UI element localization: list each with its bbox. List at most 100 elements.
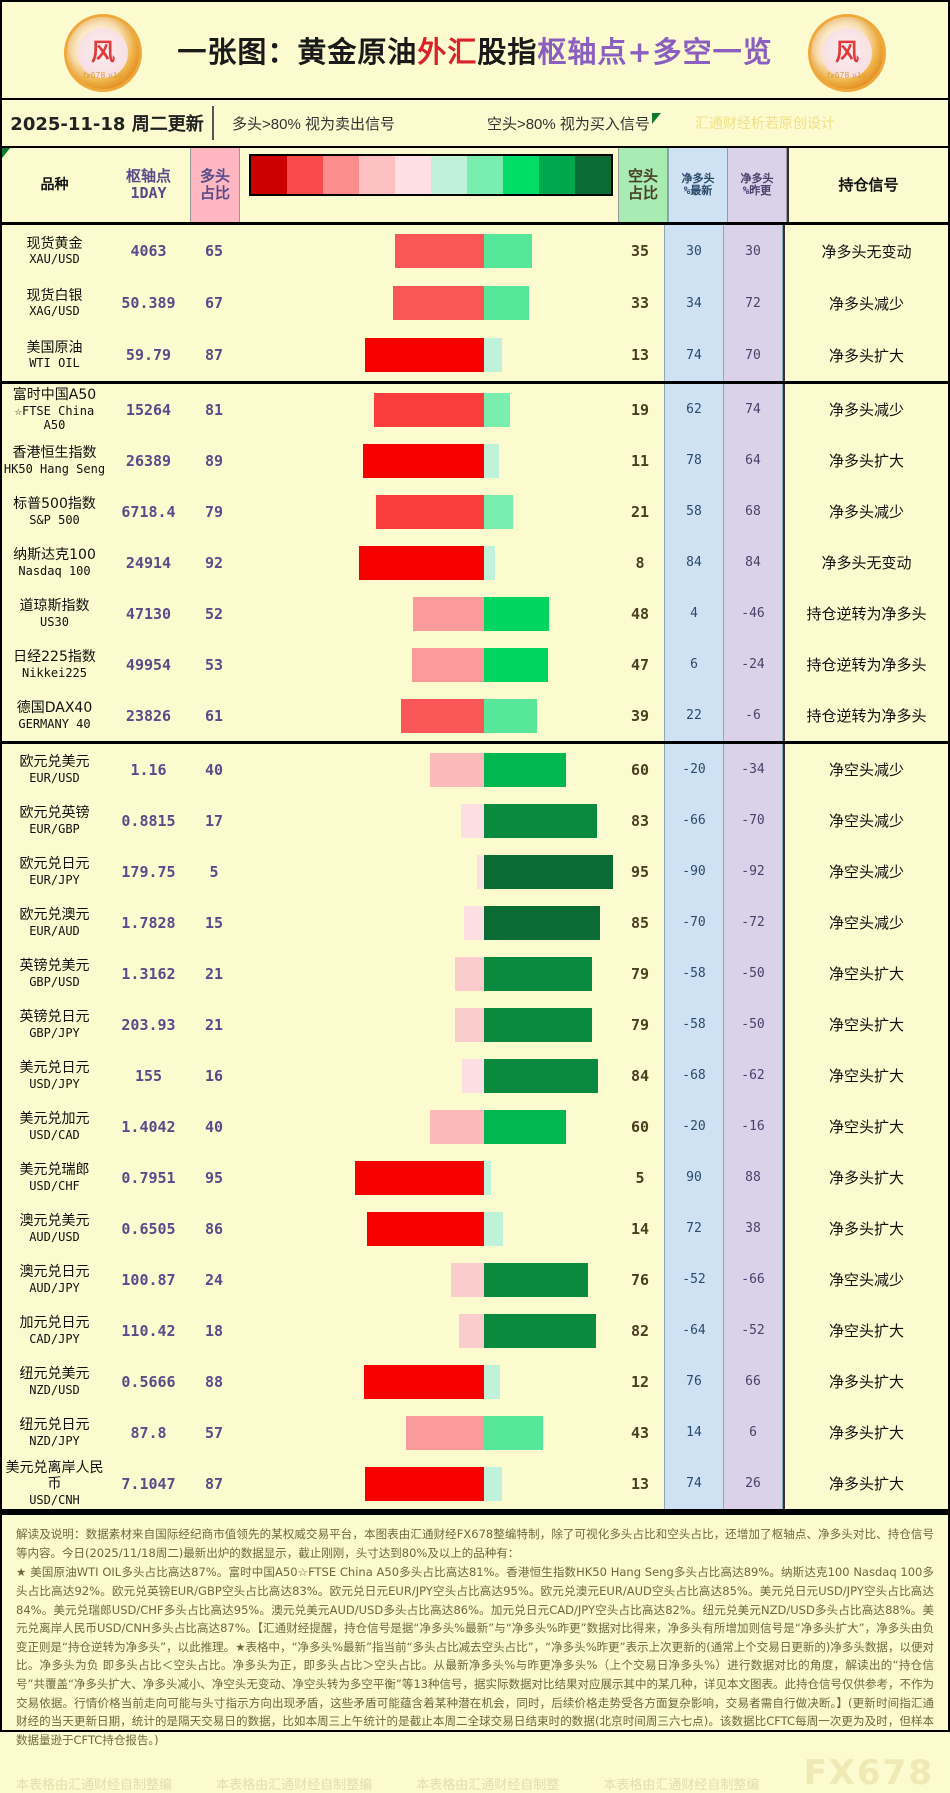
cell-net-yesterday: -34 (724, 744, 783, 795)
cell-short-pct: 79 (630, 1015, 650, 1034)
table-row[interactable]: 日经225指数 Nikkei225 49954 53 47 6 -24 持仓逆转为净多头 (2, 639, 948, 690)
long-bar (376, 494, 484, 529)
instrument-name-cn: 香港恒生指数 (12, 445, 97, 462)
table-row[interactable]: 标普500指数 S&P 500 6718.4 79 21 58 68 净多头减少 (2, 486, 948, 537)
cell-net-latest: -64 (664, 1305, 724, 1356)
legend-swatch (323, 156, 359, 194)
cell-instrument: 美国原油 WTI OIL (2, 329, 107, 381)
table-row[interactable]: 德国DAX40 GERMANY 40 23826 61 39 22 -6 持仓逆转为净多头 (2, 690, 948, 741)
short-bar (484, 1109, 566, 1144)
table-row[interactable]: 澳元兑美元 AUD/USD 0.6505 86 14 72 38 净多头扩大 (2, 1203, 948, 1254)
instrument-name-en: USD/CNH (29, 1492, 80, 1507)
long-bar (374, 392, 484, 427)
table-row[interactable]: 纽元兑美元 NZD/USD 0.5666 88 12 76 66 净多头扩大 (2, 1356, 948, 1407)
cell-instrument: 澳元兑日元 AUD/JPY (2, 1254, 107, 1305)
cell-instrument: 现货白银 XAG/USD (2, 277, 107, 329)
table-row[interactable]: 澳元兑日元 AUD/JPY 100.87 24 76 -52 -66 净空头减少 (2, 1254, 948, 1305)
table-row[interactable]: 加元兑日元 CAD/JPY 110.42 18 82 -64 -52 净空头扩大 (2, 1305, 948, 1356)
instrument-name-cn: 德国DAX40 (16, 700, 93, 717)
col-long-l2: 占比 (199, 184, 230, 202)
instrument-name-en: HK50 Hang Seng (3, 461, 106, 476)
cell-sentiment-bar (238, 690, 616, 741)
instrument-name-cn: 欧元兑英镑 (19, 805, 90, 822)
table-row[interactable]: 香港恒生指数 HK50 Hang Seng 26389 89 11 78 64 净多头扩大 (2, 435, 948, 486)
watermark: 本表格由汇通财经自制整编 (216, 1776, 373, 1792)
long-bar (364, 1364, 484, 1399)
table-row[interactable]: 美元兑加元 USD/CAD 1.4042 40 60 -20 -16 净空头扩大 (2, 1101, 948, 1152)
cell-pivot-value: 4063 (130, 242, 167, 260)
cell-long-pct: 17 (204, 811, 224, 830)
cell-sentiment-bar (238, 1458, 616, 1509)
table-row[interactable]: 欧元兑澳元 EUR/AUD 1.7828 15 85 -70 -72 净空头减少 (2, 897, 948, 948)
cell-sentiment-bar (238, 744, 616, 795)
legend-swatch (539, 156, 575, 194)
table-row[interactable]: 欧元兑日元 EUR/JPY 179.75 5 95 -90 -92 净空头减少 (2, 846, 948, 897)
table-row[interactable]: 美元兑离岸人民币 USD/CNH 7.1047 87 13 74 26 净多头扩大 (2, 1458, 948, 1509)
col-net-long-latest: 净多头 %最新 (668, 148, 728, 222)
cell-sentiment-bar (238, 999, 616, 1050)
long-bar (412, 647, 484, 682)
cell-net-latest: -66 (664, 795, 724, 846)
cell-long-pct: 65 (204, 242, 224, 260)
cell-short-pct: 60 (630, 760, 650, 779)
cell-pivot-value: 100.87 (121, 1270, 176, 1289)
cell-net-latest: 58 (664, 486, 724, 537)
instrument-name-cn: 现货黄金 (26, 235, 83, 252)
cell-net-latest: -90 (664, 846, 724, 897)
bar-track (238, 956, 616, 991)
instrument-name-cn: 纽元兑日元 (19, 1417, 90, 1434)
cell-sentiment-bar (238, 225, 616, 277)
table-row[interactable]: 道琼斯指数 US30 47130 52 48 4 -46 持仓逆转为净多头 (2, 588, 948, 639)
table-row[interactable]: 英镑兑日元 GBP/JPY 203.93 21 79 -58 -50 净空头扩大 (2, 999, 948, 1050)
cell-net-yesterday: -66 (724, 1254, 783, 1305)
cell-net-yesterday: 84 (724, 537, 783, 588)
flag-icon (2, 148, 10, 158)
table-row[interactable]: 欧元兑英镑 EUR/GBP 0.8815 17 83 -66 -70 净空头减少 (2, 795, 948, 846)
instrument-name-en: Nikkei225 (21, 665, 88, 680)
cell-pivot-value: 1.4042 (121, 1117, 176, 1136)
flag-icon (651, 112, 661, 124)
cell-signal: 净空头扩大 (783, 1305, 948, 1356)
cell-net-yesterday: -50 (724, 999, 783, 1050)
table-row[interactable]: 英镑兑美元 GBP/USD 1.3162 21 79 -58 -50 净空头扩大 (2, 948, 948, 999)
long-bar (464, 905, 484, 940)
cell-net-yesterday: 26 (724, 1458, 783, 1509)
title-segment: 外汇 (417, 35, 478, 69)
cell-pivot-value: 59.79 (125, 346, 172, 364)
cell-instrument: 英镑兑日元 GBP/JPY (2, 999, 107, 1050)
update-date: 2025-11-18 周二更新 (10, 114, 204, 135)
cell-sentiment-bar (238, 329, 616, 381)
cell-pivot-value: 203.93 (121, 1015, 176, 1034)
instrument-name-en: Nasdaq 100 (18, 563, 91, 578)
short-bar (484, 392, 510, 427)
table-row[interactable]: 富时中国A50 ☆FTSE China A50 15264 81 19 62 74 净多头减少 (2, 384, 948, 435)
cell-net-yesterday: -92 (724, 846, 783, 897)
watermark: 本表格由汇通财经自制整 (416, 1776, 560, 1792)
table-row[interactable]: 美元兑瑞郎 USD/CHF 0.7951 95 5 90 88 净多头扩大 (2, 1152, 948, 1203)
table-column-header: 品种 枢轴点 1DAY 多头 占比 空头 占比 净多头 %最新 净多头 %昨更 … (2, 148, 948, 225)
cell-net-yesterday: 6 (724, 1407, 783, 1458)
row-group-commodities: 现货黄金 XAU/USD 4063 65 35 30 30 净多头无变动 现货白银 XAG/USD… (2, 225, 948, 384)
long-bar (461, 803, 484, 838)
instrument-name-en: WTI OIL (29, 356, 80, 371)
table-row[interactable]: 欧元兑美元 EUR/USD 1.16 40 60 -20 -34 净空头减少 (2, 744, 948, 795)
cell-net-yesterday: -46 (724, 588, 783, 639)
watermark: 本表格由汇通财经自制整编 (16, 1776, 173, 1792)
data-table-body: 现货黄金 XAU/USD 4063 65 35 30 30 净多头无变动 现货白银 XAG/USD… (2, 225, 948, 1512)
cell-long-pct: 40 (204, 760, 224, 779)
table-row[interactable]: 美国原油 WTI OIL 59.79 87 13 74 70 净多头扩大 (2, 329, 948, 381)
table-row[interactable]: 纽元兑日元 NZD/JPY 87.8 57 43 14 6 净多头扩大 (2, 1407, 948, 1458)
table-row[interactable]: 美元兑日元 USD/JPY 155 16 84 -68 -62 净空头扩大 (2, 1050, 948, 1101)
instrument-name-cn: 美元兑离岸人民币 (5, 1459, 104, 1493)
table-row[interactable]: 现货黄金 XAU/USD 4063 65 35 30 30 净多头无变动 (2, 225, 948, 277)
table-row[interactable]: 现货白银 XAG/USD 50.389 67 33 34 72 净多头减少 (2, 277, 948, 329)
cell-net-latest: -68 (664, 1050, 724, 1101)
cell-short-pct: 14 (630, 1219, 650, 1238)
cell-signal: 净多头扩大 (783, 1203, 948, 1254)
short-bar (484, 1415, 543, 1450)
long-bar (393, 286, 484, 320)
col-ny-l1: 净多头 (740, 171, 774, 185)
table-row[interactable]: 纳斯达克100 Nasdaq 100 24914 92 8 84 84 净多头无变动 (2, 537, 948, 588)
cell-long-pct: 89 (204, 451, 224, 470)
cell-short-pct: 21 (630, 502, 650, 521)
